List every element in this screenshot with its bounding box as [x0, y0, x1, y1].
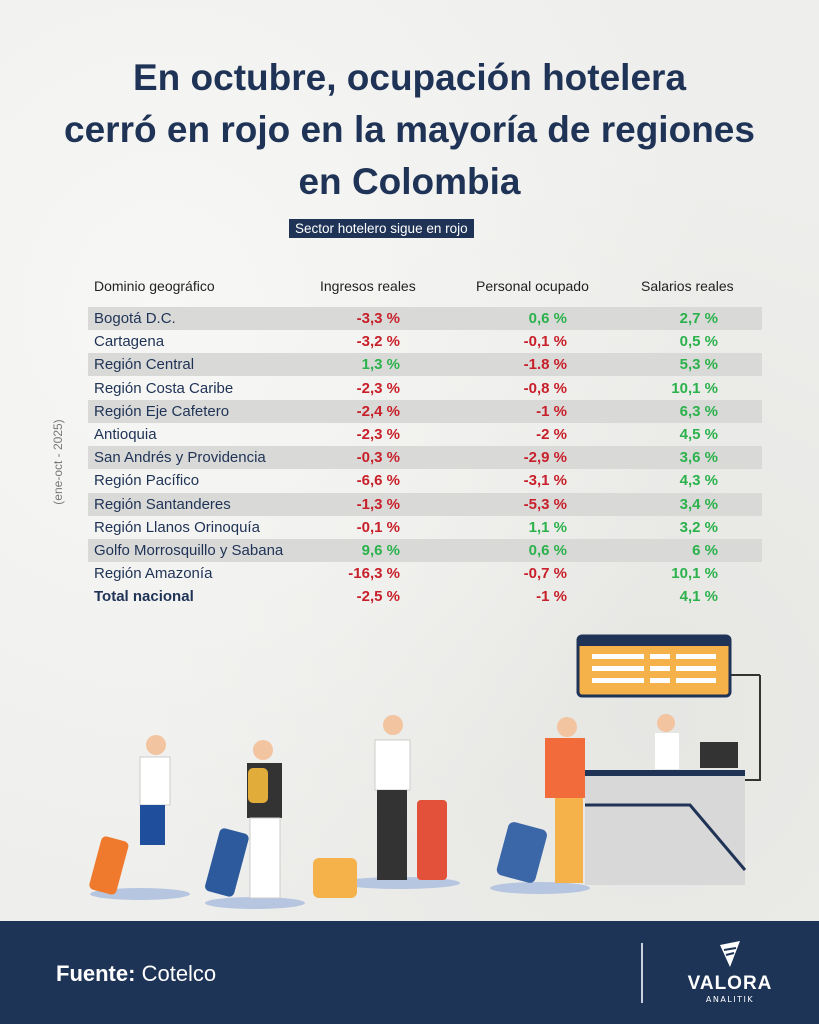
personal-value: -0,1 %	[523, 333, 567, 351]
region-name: Región Central	[94, 356, 195, 374]
personal-value: 0,6 %	[528, 310, 567, 327]
table-row: Región Amazonía -16,3 % -0,7 % 10,1 %	[88, 562, 762, 585]
table-row: Región Pacífico -6,6 % -3,1 % 4,3 %	[88, 469, 762, 492]
table-row: Total nacional -2,5 % -1 % 4,1 %	[88, 585, 762, 608]
table-row: Región Eje Cafetero -2,4 % -1 % 6,3 %	[88, 399, 762, 423]
salarios-value: 10,1 %	[671, 379, 718, 397]
salarios-value: 3,4 %	[679, 495, 718, 513]
personal-value: -3,1 %	[523, 472, 567, 490]
ingresos-value: -0,1 %	[356, 518, 400, 536]
table-row: Región Central 1,3 % -1.8 % 5,3 %	[88, 353, 762, 377]
salarios-value: 2,7 %	[679, 310, 718, 327]
region-name: Antioquia	[94, 426, 157, 443]
ingresos-value: -0,3 %	[356, 449, 400, 467]
traveler-with-backpack	[205, 740, 282, 899]
personal-value: -0,8 %	[523, 379, 567, 397]
personal-value: -1 %	[536, 588, 567, 606]
divider	[641, 943, 643, 1003]
ingresos-value: 9,6 %	[361, 542, 400, 559]
region-name: Región Eje Cafetero	[94, 402, 230, 420]
table-row: Región Santanderes -1,3 % -5,3 % 3,4 %	[88, 492, 762, 516]
column-header: Dominio geográfico	[94, 278, 215, 294]
traveler-with-suitcase	[89, 735, 171, 895]
subtitle-badge: Sector hotelero sigue en rojo	[289, 219, 474, 238]
salarios-value: 4,5 %	[679, 426, 718, 443]
page-title: En octubre, ocupación hotelera cerró en …	[64, 57, 755, 202]
logo-text: VALORA	[687, 973, 773, 994]
source-name: Cotelco	[141, 961, 217, 986]
ingresos-value: -2,3 %	[356, 426, 400, 443]
salarios-value: 3,6 %	[679, 449, 718, 467]
table-row: San Andrés y Providencia -0,3 % -2,9 % 3,6 …	[88, 446, 762, 470]
personal-value: 1,1 %	[528, 518, 567, 536]
region-name: Región Amazonía	[94, 565, 213, 583]
salarios-value: 3,2 %	[679, 518, 718, 536]
ingresos-value: -16,3 %	[348, 565, 400, 583]
salarios-value: 4,1 %	[679, 588, 718, 606]
reception-desk	[585, 714, 747, 885]
region-name: Bogotá D.C.	[94, 310, 176, 327]
salarios-value: 6,3 %	[679, 402, 718, 420]
source-credit: Fuente: Cotelco	[56, 961, 216, 987]
ingresos-value: -6,6 %	[356, 472, 400, 490]
salarios-value: 4,3 %	[679, 472, 718, 490]
column-header: Salarios reales	[641, 278, 734, 294]
footer: Fuente: Cotelco VALORA ANALITIK	[0, 921, 819, 1024]
ingresos-value: -3,3 %	[356, 310, 400, 327]
ingresos-value: 1,3 %	[361, 356, 400, 374]
ingresos-value: -1,3 %	[356, 495, 400, 513]
logo-subtext: ANALITIK	[705, 995, 755, 1004]
region-name: Cartagena	[94, 333, 165, 351]
ingresos-value: -2,5 %	[356, 588, 400, 606]
table-row: Región Llanos Orinoquía -0,1 % 1,1 % 3,2 %	[88, 516, 762, 539]
salarios-value: 5,3 %	[679, 356, 718, 374]
personal-value: -2,9 %	[523, 449, 567, 467]
period-note: (ene-oct - 2025)	[51, 419, 65, 505]
traveler-at-desk	[496, 717, 585, 883]
salarios-value: 6 %	[692, 542, 718, 559]
region-name: Región Costa Caribe	[94, 379, 234, 397]
column-header: Personal ocupado	[476, 278, 589, 294]
hotel-reception-illustration	[89, 634, 761, 909]
table-row: Cartagena -3,2 % -0,1 % 0,5 %	[88, 330, 762, 353]
personal-value: -1 %	[536, 402, 567, 420]
region-name: Región Pacífico	[94, 472, 200, 490]
personal-value: -1.8 %	[523, 356, 567, 374]
ingresos-value: -2,3 %	[356, 379, 400, 397]
salarios-value: 10,1 %	[671, 565, 718, 583]
table-row: Antioquia -2,3 % -2 % 4,5 %	[88, 423, 762, 446]
table-row: Región Costa Caribe -2,3 % -0,8 % 10,1 %	[88, 377, 762, 400]
ingresos-value: -3,2 %	[356, 333, 400, 351]
logo-wing-icon	[720, 941, 740, 967]
ingresos-value: -2,4 %	[356, 402, 400, 420]
table-row: Golfo Morrosquillo y Sabana 9,6 % 0,6 % 6 %	[88, 539, 762, 562]
region-name: Región Santanderes	[94, 495, 231, 513]
salarios-value: 0,5 %	[679, 333, 718, 351]
source-label: Fuente:	[56, 961, 136, 986]
personal-value: -0,7 %	[523, 565, 567, 583]
column-header: Ingresos reales	[320, 278, 416, 294]
region-name: Golfo Morrosquillo y Sabana	[94, 542, 284, 559]
personal-value: -5,3 %	[523, 495, 567, 513]
region-name: Región Llanos Orinoquía	[94, 518, 260, 536]
departure-board-icon	[576, 634, 761, 781]
table-row: Bogotá D.C. -3,3 % 0,6 % 2,7 %	[88, 307, 762, 330]
traveler-on-phone	[313, 715, 447, 898]
personal-value: 0,6 %	[528, 542, 567, 559]
region-name: Total nacional	[94, 588, 194, 606]
region-name: San Andrés y Providencia	[94, 449, 266, 467]
personal-value: -2 %	[536, 426, 567, 443]
valora-analitik-logo: VALORA ANALITIK	[680, 941, 780, 1004]
